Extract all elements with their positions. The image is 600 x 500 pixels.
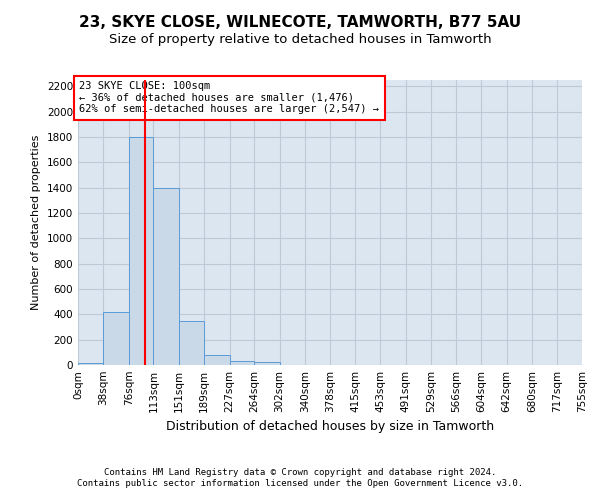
Bar [179,320,204,365]
X-axis label: Distribution of detached houses by size in Tamworth: Distribution of detached houses by size … [166,420,494,434]
Bar [204,355,230,365]
Text: 23, SKYE CLOSE, WILNECOTE, TAMWORTH, B77 5AU: 23, SKYE CLOSE, WILNECOTE, TAMWORTH, B77… [79,15,521,30]
Y-axis label: Number of detached properties: Number of detached properties [31,135,41,310]
Bar [129,137,154,365]
Bar [254,362,280,365]
Text: 23 SKYE CLOSE: 100sqm
← 36% of detached houses are smaller (1,476)
62% of semi-d: 23 SKYE CLOSE: 100sqm ← 36% of detached … [79,82,379,114]
Bar [154,188,179,365]
Text: Contains HM Land Registry data © Crown copyright and database right 2024.
Contai: Contains HM Land Registry data © Crown c… [77,468,523,487]
Bar [230,361,254,365]
Bar [78,363,103,365]
Text: Size of property relative to detached houses in Tamworth: Size of property relative to detached ho… [109,32,491,46]
Bar [103,312,129,365]
